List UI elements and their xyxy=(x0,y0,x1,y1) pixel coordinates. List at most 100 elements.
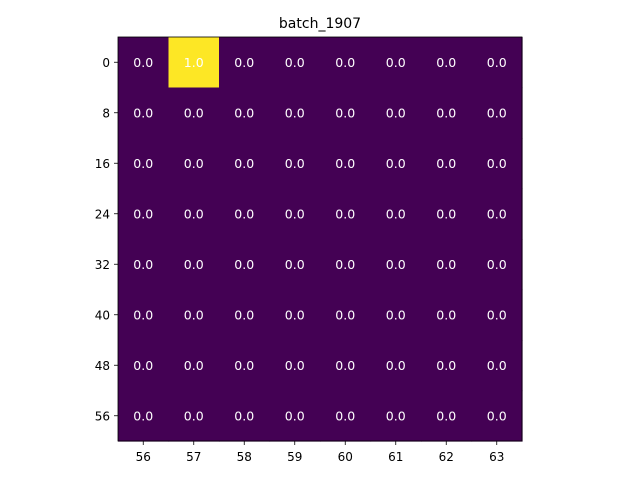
plot-frame xyxy=(117,36,523,442)
cell-value-label: 0.0 xyxy=(184,257,204,272)
cell-value-label: 0.0 xyxy=(386,358,406,373)
cell-value-label: 0.0 xyxy=(487,55,507,70)
cell-value-label: 0.0 xyxy=(436,257,456,272)
plot-area: 0.0 1.0 0.0 0.0 0.0 0.0 0.0 0.0 0.0 0.0 0.0 0.0 0.0 0… xyxy=(95,36,523,464)
heatmap-cell xyxy=(370,390,422,442)
heatmap-cell xyxy=(320,37,372,89)
y-tick-label: 24 xyxy=(95,207,110,221)
cell-value-label: 0.0 xyxy=(335,408,355,423)
cell-value-label: 0.0 xyxy=(386,156,406,171)
heatmap-cell xyxy=(168,188,220,240)
cell-value-label: 0.0 xyxy=(285,257,305,272)
heatmap-cell xyxy=(118,37,170,89)
cell-value-label: 0.0 xyxy=(487,307,507,322)
heatmap-cell xyxy=(219,87,271,139)
cell-value-label: 1.0 xyxy=(184,55,204,70)
heatmap-cell xyxy=(168,37,220,89)
cell-value-label: 0.0 xyxy=(184,307,204,322)
x-tick-label: 60 xyxy=(338,450,353,464)
cell-value-label: 0.0 xyxy=(184,408,204,423)
heatmap-cell xyxy=(219,239,271,291)
heatmap-cell xyxy=(471,390,523,442)
cell-value-label: 0.0 xyxy=(487,105,507,120)
cell-value-label: 0.0 xyxy=(234,105,254,120)
heatmap-cell xyxy=(421,188,473,240)
cell-value-label: 0.0 xyxy=(386,55,406,70)
cell-value-label: 0.0 xyxy=(184,358,204,373)
heatmap-cell xyxy=(370,340,422,392)
heatmap-cell xyxy=(421,87,473,139)
heatmap-cell xyxy=(370,37,422,89)
heatmap-cell xyxy=(269,87,321,139)
x-tick-label: 62 xyxy=(439,450,454,464)
heatmap-cell xyxy=(269,390,321,442)
cell-value-label: 0.0 xyxy=(285,307,305,322)
x-tick-label: 61 xyxy=(388,450,403,464)
heatmap-cell xyxy=(219,340,271,392)
cell-value-label: 0.0 xyxy=(133,206,153,221)
cell-value-label: 0.0 xyxy=(234,257,254,272)
cell-value-label: 0.0 xyxy=(285,408,305,423)
cell-value-label: 0.0 xyxy=(386,206,406,221)
heatmap-cell xyxy=(370,87,422,139)
cell-value-label: 0.0 xyxy=(436,408,456,423)
y-tick-label: 16 xyxy=(95,157,110,171)
cell-value-label: 0.0 xyxy=(285,156,305,171)
heatmap-cell xyxy=(118,87,170,139)
heatmap-cell xyxy=(421,138,473,190)
heatmap-cell xyxy=(320,289,372,341)
heatmap-cell xyxy=(269,289,321,341)
cell-value-label: 0.0 xyxy=(184,156,204,171)
cell-value-label: 0.0 xyxy=(133,156,153,171)
heatmap-cell xyxy=(118,390,170,442)
cell-value-label: 0.0 xyxy=(184,206,204,221)
cell-value-label: 0.0 xyxy=(285,358,305,373)
x-tick-label: 58 xyxy=(237,450,252,464)
cell-value-label: 0.0 xyxy=(487,206,507,221)
heatmap-cell xyxy=(269,239,321,291)
x-tick-label: 59 xyxy=(287,450,302,464)
heatmap-cell xyxy=(118,340,170,392)
cell-value-label: 0.0 xyxy=(285,206,305,221)
cell-value-label: 0.0 xyxy=(436,156,456,171)
y-tick-label: 48 xyxy=(95,359,110,373)
heatmap-cell xyxy=(471,138,523,190)
heatmap-cell xyxy=(421,37,473,89)
heatmap-cell xyxy=(421,289,473,341)
cell-value-label: 0.0 xyxy=(335,206,355,221)
heatmap-cell xyxy=(471,289,523,341)
heatmap-cell xyxy=(320,340,372,392)
cell-value-label: 0.0 xyxy=(133,55,153,70)
cell-value-label: 0.0 xyxy=(335,307,355,322)
heatmap-cell xyxy=(168,390,220,442)
cell-value-label: 0.0 xyxy=(133,307,153,322)
cell-value-label: 0.0 xyxy=(184,105,204,120)
heatmap-cell xyxy=(219,37,271,89)
cell-value-label: 0.0 xyxy=(386,307,406,322)
heatmap-cell xyxy=(168,289,220,341)
cell-value-label: 0.0 xyxy=(234,358,254,373)
x-tick-label: 56 xyxy=(136,450,151,464)
cell-value-label: 0.0 xyxy=(133,105,153,120)
cell-value-label: 0.0 xyxy=(386,408,406,423)
heatmap-cell xyxy=(471,37,523,89)
cell-value-label: 0.0 xyxy=(133,408,153,423)
y-tick-label: 8 xyxy=(102,106,110,120)
heatmap-cell xyxy=(370,138,422,190)
cell-value-label: 0.0 xyxy=(234,408,254,423)
chart-title: batch_1907 xyxy=(279,16,361,32)
heatmap-cell xyxy=(219,188,271,240)
cell-value-label: 0.0 xyxy=(234,55,254,70)
cell-value-label: 0.0 xyxy=(335,156,355,171)
cell-value-label: 0.0 xyxy=(133,358,153,373)
cell-value-label: 0.0 xyxy=(436,55,456,70)
heatmap-cell xyxy=(320,188,372,240)
heatmap-cell xyxy=(471,239,523,291)
heatmap-cell xyxy=(269,138,321,190)
cell-value-label: 0.0 xyxy=(285,55,305,70)
heatmap-cell xyxy=(118,138,170,190)
cell-value-label: 0.0 xyxy=(436,307,456,322)
cell-value-label: 0.0 xyxy=(436,358,456,373)
cell-value-label: 0.0 xyxy=(487,156,507,171)
cell-value-label: 0.0 xyxy=(386,257,406,272)
